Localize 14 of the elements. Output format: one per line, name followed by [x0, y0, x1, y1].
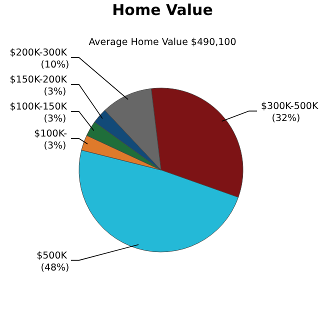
data-label: (3%)	[44, 140, 66, 152]
slice-label: $150K-200K	[10, 74, 68, 86]
data-label: (3%)	[44, 86, 66, 98]
slice-label: $100K-	[34, 128, 67, 140]
data-label: (48%)	[40, 262, 70, 274]
slice-label: $300K-500K	[261, 101, 319, 112]
data-label: (3%)	[44, 114, 66, 125]
slice-label: $500K	[36, 250, 68, 262]
chart-title: Home Value	[112, 1, 213, 19]
data-label: (32%)	[272, 113, 300, 124]
chart-subtitle: Average Home Value $490,100	[88, 37, 236, 48]
slice-label: $100K-150K	[10, 102, 68, 113]
slice-label: $200K-300K	[10, 48, 68, 59]
data-label: (10%)	[40, 60, 70, 71]
